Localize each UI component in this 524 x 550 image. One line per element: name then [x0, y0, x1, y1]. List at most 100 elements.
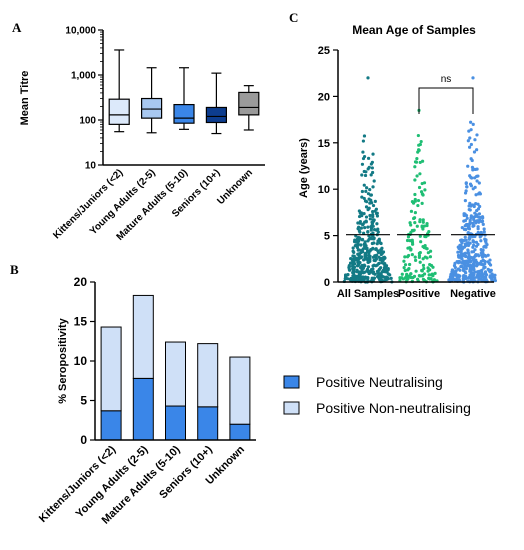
c-ytick-label-0: 0	[324, 277, 330, 289]
a-xtick-label-unknown: Unknown	[215, 167, 255, 207]
c-point-negative	[460, 226, 464, 230]
c-point-negative	[472, 215, 476, 219]
c-point-all-samples	[362, 258, 366, 262]
c-point-negative	[472, 234, 476, 239]
c-point-negative	[475, 264, 479, 268]
c-point-negative	[469, 142, 473, 147]
c-point-positive	[419, 190, 424, 194]
c-point-positive	[410, 240, 415, 244]
c-point-all-samples	[364, 205, 369, 209]
c-point-negative	[483, 265, 487, 269]
c-point-max-negative	[471, 76, 475, 80]
c-point-negative	[458, 268, 462, 272]
c-point-negative	[466, 251, 471, 255]
c-point-negative	[464, 271, 468, 275]
c-point-all-samples	[361, 150, 365, 154]
c-point-negative	[450, 268, 454, 272]
c-point-negative	[474, 240, 479, 244]
c-point-all-samples	[367, 165, 371, 169]
c-point-all-samples	[352, 254, 356, 258]
c-point-negative	[475, 214, 479, 218]
c-point-all-samples	[362, 154, 367, 159]
c-point-all-samples	[356, 221, 360, 225]
c-point-all-samples	[351, 269, 355, 273]
c-point-positive	[403, 268, 407, 273]
c-point-positive	[421, 218, 425, 222]
c-point-all-samples	[368, 201, 372, 205]
c-point-positive	[427, 230, 431, 234]
c-points	[342, 76, 497, 284]
c-point-all-samples	[371, 218, 376, 222]
c-point-all-samples	[352, 250, 356, 254]
c-point-negative	[463, 199, 467, 203]
c-point-positive	[418, 142, 422, 147]
c-point-negative	[473, 270, 477, 274]
a-ytick-label-2: 1,000	[71, 71, 96, 82]
c-point-negative	[480, 278, 484, 282]
c-point-positive	[421, 244, 425, 249]
c-point-all-samples	[363, 173, 368, 178]
c-point-negative	[467, 129, 471, 133]
c-point-all-samples	[371, 271, 375, 275]
a-x-labels: Kittens/Juniors (<2)Young Adults (2-5)Ma…	[51, 167, 255, 242]
panel-b-letter: B	[10, 262, 19, 277]
c-point-all-samples	[369, 193, 373, 197]
a-ytick-label-0: 10	[85, 161, 97, 172]
c-point-negative	[476, 253, 480, 257]
c-point-negative	[449, 278, 453, 282]
a-ytick-label-1: 100	[79, 116, 96, 127]
c-point-negative	[483, 272, 487, 276]
b-bar-positive-neutralising-unknown	[229, 423, 251, 441]
c-point-negative	[468, 208, 472, 212]
c-point-all-samples	[386, 268, 390, 272]
c-point-all-samples	[373, 199, 377, 203]
legend-swatch-non-neutralising	[283, 401, 300, 415]
c-point-negative	[464, 181, 468, 185]
c-point-all-samples	[361, 247, 365, 251]
c-point-all-samples	[368, 213, 372, 218]
c-point-all-samples	[372, 241, 376, 245]
c-point-positive	[418, 234, 422, 238]
c-point-negative	[474, 193, 478, 197]
c-point-positive	[431, 274, 435, 278]
c-point-positive	[418, 172, 422, 176]
c-point-all-samples	[361, 139, 365, 143]
c-point-negative	[483, 259, 487, 264]
c-point-negative	[462, 212, 466, 217]
c-point-negative	[466, 226, 470, 230]
c-point-positive	[413, 255, 417, 259]
c-point-all-samples	[366, 276, 370, 280]
c-point-all-samples	[362, 196, 366, 201]
c-point-positive	[417, 253, 422, 258]
c-point-negative	[479, 239, 483, 243]
c-point-all-samples	[371, 255, 375, 259]
c-point-positive	[406, 268, 410, 272]
c-point-all-samples	[351, 246, 355, 250]
c-point-negative	[466, 164, 470, 168]
c-point-negative	[473, 248, 477, 252]
c-point-positive	[416, 133, 420, 138]
c-point-positive	[422, 181, 427, 185]
c-point-all-samples	[371, 203, 376, 208]
c-point-all-samples	[347, 267, 351, 272]
c-point-all-samples	[377, 274, 382, 278]
c-point-negative	[454, 271, 458, 276]
c-point-negative	[462, 253, 467, 257]
c-point-all-samples	[370, 247, 374, 251]
c-point-all-samples	[356, 243, 360, 247]
c-point-negative	[465, 216, 469, 220]
c-point-all-samples	[363, 199, 368, 203]
c-point-all-samples	[363, 276, 368, 280]
c-y-ticks: 0 5 10 15 20 25	[318, 45, 338, 289]
c-point-negative	[486, 260, 490, 264]
c-point-all-samples	[350, 258, 355, 263]
c-point-positive	[413, 160, 418, 164]
c-point-positive	[416, 203, 420, 208]
c-point-all-samples	[363, 254, 367, 259]
c-point-all-samples	[368, 217, 372, 221]
c-point-negative	[464, 189, 468, 193]
c-point-positive	[416, 198, 421, 203]
c-point-positive	[412, 216, 416, 221]
c-point-positive	[420, 201, 424, 206]
c-point-all-samples	[377, 237, 381, 241]
